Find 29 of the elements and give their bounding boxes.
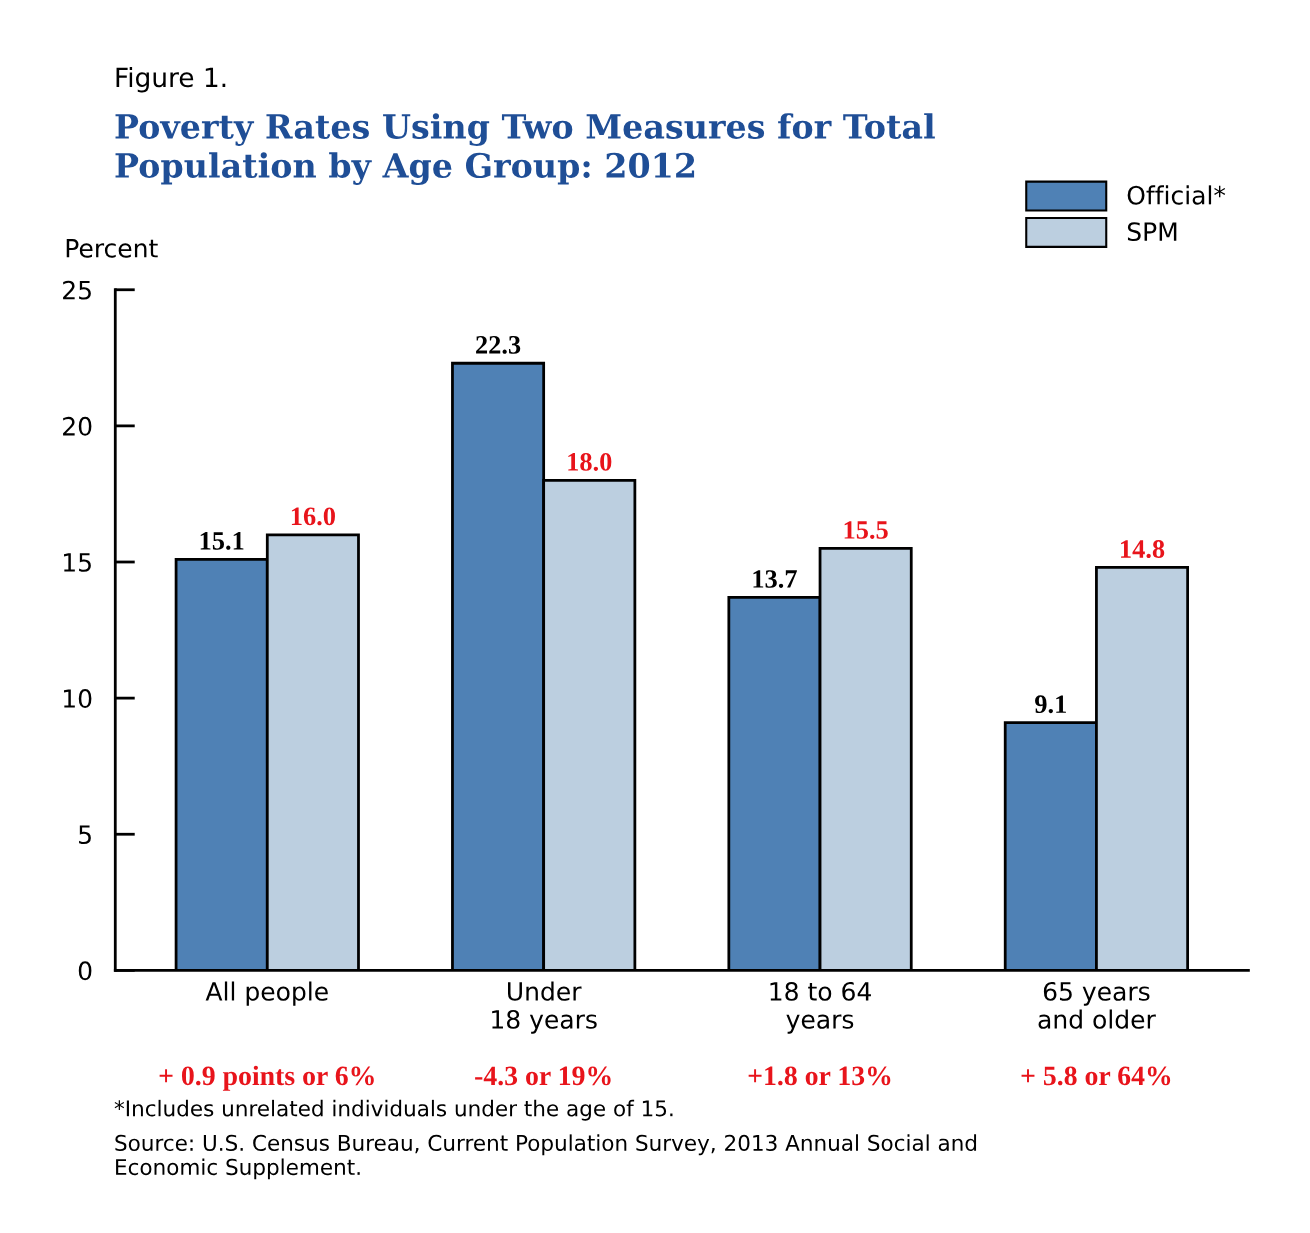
chart-subtitle: Figure 1. <box>116 66 226 93</box>
x-tick-label: All people <box>205 981 328 1006</box>
data-label: 15.1 <box>200 532 244 550</box>
text: + 5.8 or 64% <box>1021 1066 1171 1086</box>
data-label: 22.3 <box>476 336 521 354</box>
legend-label: Official* <box>1127 185 1226 205</box>
y-tick-label: 0 <box>78 961 92 981</box>
y-tick-label: 15 <box>63 553 91 572</box>
y-tick-label: 25 <box>63 280 91 300</box>
data-label: 16.0 <box>291 507 335 526</box>
x-tick-label: 65 years and older <box>1038 981 1156 1029</box>
y-tick-label: 20 <box>63 416 92 436</box>
data-label: 15.5 <box>844 521 888 539</box>
text: *Includes unrelated individuals under the age of 15. <box>114 1099 673 1121</box>
data-label: 9.1 <box>1035 695 1066 714</box>
x-tick-label: Under 18 years <box>492 981 597 1034</box>
x-tick-label: 18 to 64 years <box>770 981 871 1034</box>
source-note: Source: U.S. Census Bureau, Current Population Survey, 2013 Annual Social and Economic Supplement. <box>115 1134 977 1180</box>
y-axis-title: Percent <box>66 239 158 258</box>
chart-title: Poverty Rates Using Two Measures for Total Population by Age Group: 2012 <box>115 113 935 185</box>
text: +1.8 or 13% <box>748 1066 891 1086</box>
data-label: 14.8 <box>1121 540 1165 559</box>
data-label: 13.7 <box>753 570 797 588</box>
y-tick-label: 10 <box>63 689 92 708</box>
legend-label: SPM <box>1127 222 1177 242</box>
text: + 0.9 points or 6% <box>159 1065 374 1091</box>
text: -4.3 or 19% <box>475 1066 611 1086</box>
data-label: 18.0 <box>568 452 612 471</box>
y-tick-label: 5 <box>79 825 91 845</box>
